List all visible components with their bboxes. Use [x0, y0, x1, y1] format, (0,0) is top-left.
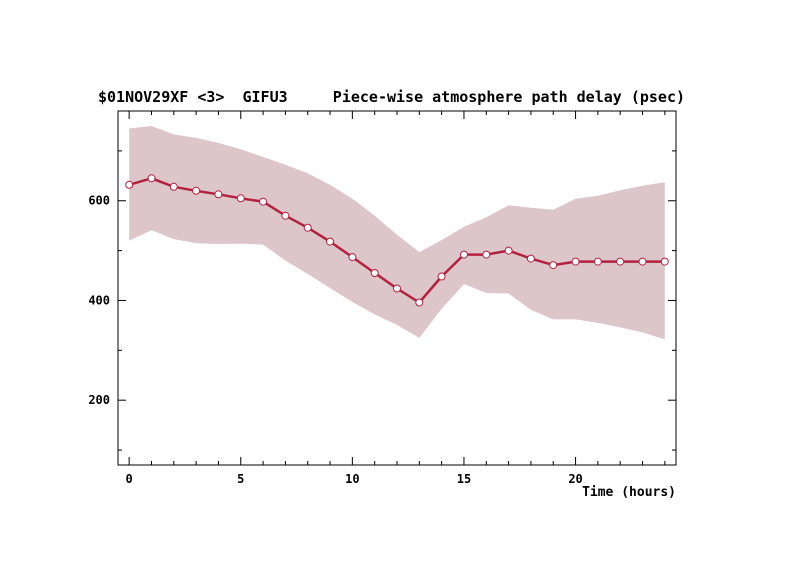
- x-tick-label: 10: [345, 472, 359, 486]
- x-tick-label: 5: [237, 472, 244, 486]
- data-point: [125, 180, 134, 189]
- tick-label-layer: 0 5 10 15 20 200 400 600: [88, 194, 582, 486]
- data-point: [593, 257, 602, 266]
- axis-tick-layer: [118, 111, 676, 465]
- data-point: [482, 250, 491, 259]
- data-point: [236, 194, 245, 203]
- data-point: [370, 269, 379, 277]
- data-point: [549, 261, 558, 270]
- data-point: [415, 298, 424, 307]
- data-point: [259, 197, 268, 206]
- x-tick-label: 20: [568, 472, 582, 486]
- data-point: [147, 174, 156, 183]
- data-point: [169, 182, 178, 191]
- chart-title: $01NOV29XF <3> GIFU3 Piece-wise atmosphe…: [98, 88, 685, 106]
- data-point: [571, 257, 580, 266]
- x-axis-label: Time (hours): [582, 485, 676, 500]
- uncertainty-band-layer: [129, 126, 665, 340]
- data-point: [660, 257, 669, 266]
- data-point: [437, 272, 446, 281]
- y-tick-label: 200: [88, 393, 110, 407]
- x-tick-label: 0: [126, 472, 133, 486]
- data-point: [214, 190, 223, 199]
- data-point-layer: [125, 174, 669, 307]
- y-tick-label: 600: [88, 194, 110, 208]
- uncertainty-band: [129, 126, 665, 340]
- data-point: [616, 257, 625, 266]
- y-tick-label: 400: [88, 293, 110, 307]
- data-point: [281, 211, 290, 220]
- data-point: [526, 254, 535, 263]
- data-point: [326, 237, 334, 246]
- data-point: [460, 250, 468, 259]
- data-point: [638, 257, 647, 266]
- x-tick-label: 15: [457, 472, 471, 486]
- data-point: [303, 223, 312, 232]
- data-point: [192, 186, 201, 195]
- data-point: [393, 284, 401, 293]
- data-point: [348, 253, 357, 262]
- data-point: [504, 246, 513, 255]
